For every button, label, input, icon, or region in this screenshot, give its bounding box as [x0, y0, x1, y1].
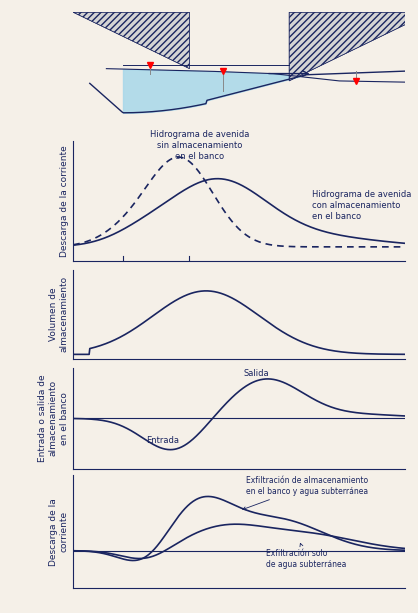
Text: Exfiltración solo
de agua subterránea: Exfiltración solo de agua subterránea [266, 543, 346, 569]
Text: Entrada: Entrada [146, 436, 179, 444]
Y-axis label: Descarga de la
corriente: Descarga de la corriente [49, 498, 69, 566]
Polygon shape [73, 12, 189, 69]
Text: $t_o$: $t_o$ [117, 268, 126, 281]
Y-axis label: Volumen de
almacenamiento: Volumen de almacenamiento [49, 276, 69, 352]
Text: Hidrograma de avenida
sin almacenamiento
en el banco: Hidrograma de avenida sin almacenamiento… [150, 131, 249, 161]
Text: Salida: Salida [243, 369, 269, 378]
Y-axis label: Entrada o salida de
almacenamiento
en el banco: Entrada o salida de almacenamiento en el… [38, 375, 69, 462]
Y-axis label: Descarga de la corriente: Descarga de la corriente [60, 145, 69, 257]
Text: $t_p$: $t_p$ [183, 268, 192, 281]
Text: Exfiltración de almacenamiento
en el banco y agua subterránea: Exfiltración de almacenamiento en el ban… [243, 476, 368, 510]
Polygon shape [289, 12, 405, 81]
Text: Hidrograma de avenida
con almacenamiento
en el banco: Hidrograma de avenida con almacenamiento… [312, 190, 412, 221]
